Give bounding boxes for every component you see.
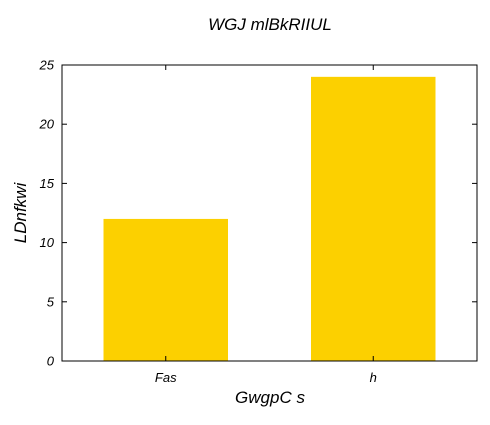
y-tick-label: 20 bbox=[39, 117, 55, 132]
y-tick-label: 25 bbox=[39, 58, 55, 73]
bars-layer bbox=[103, 76, 436, 361]
chart-title: WGJ mlBkRIIUL bbox=[208, 15, 332, 34]
y-axis: 0 5 10 15 20 25 bbox=[39, 58, 477, 369]
x-axis-label: GwgpC s bbox=[235, 388, 305, 407]
bar-h bbox=[311, 76, 436, 361]
plot-frame bbox=[61, 64, 478, 362]
x-tick-label: h bbox=[370, 370, 377, 385]
y-tick-label: 0 bbox=[47, 354, 55, 369]
y-tick-label: 10 bbox=[40, 235, 55, 250]
y-tick-label: 5 bbox=[47, 294, 55, 309]
y-tick-label: 15 bbox=[40, 176, 55, 191]
bar-fas bbox=[103, 218, 228, 361]
x-axis: Fas h bbox=[155, 65, 377, 385]
x-tick-label: Fas bbox=[155, 370, 177, 385]
y-axis-label: LDnfkwi bbox=[11, 182, 30, 244]
